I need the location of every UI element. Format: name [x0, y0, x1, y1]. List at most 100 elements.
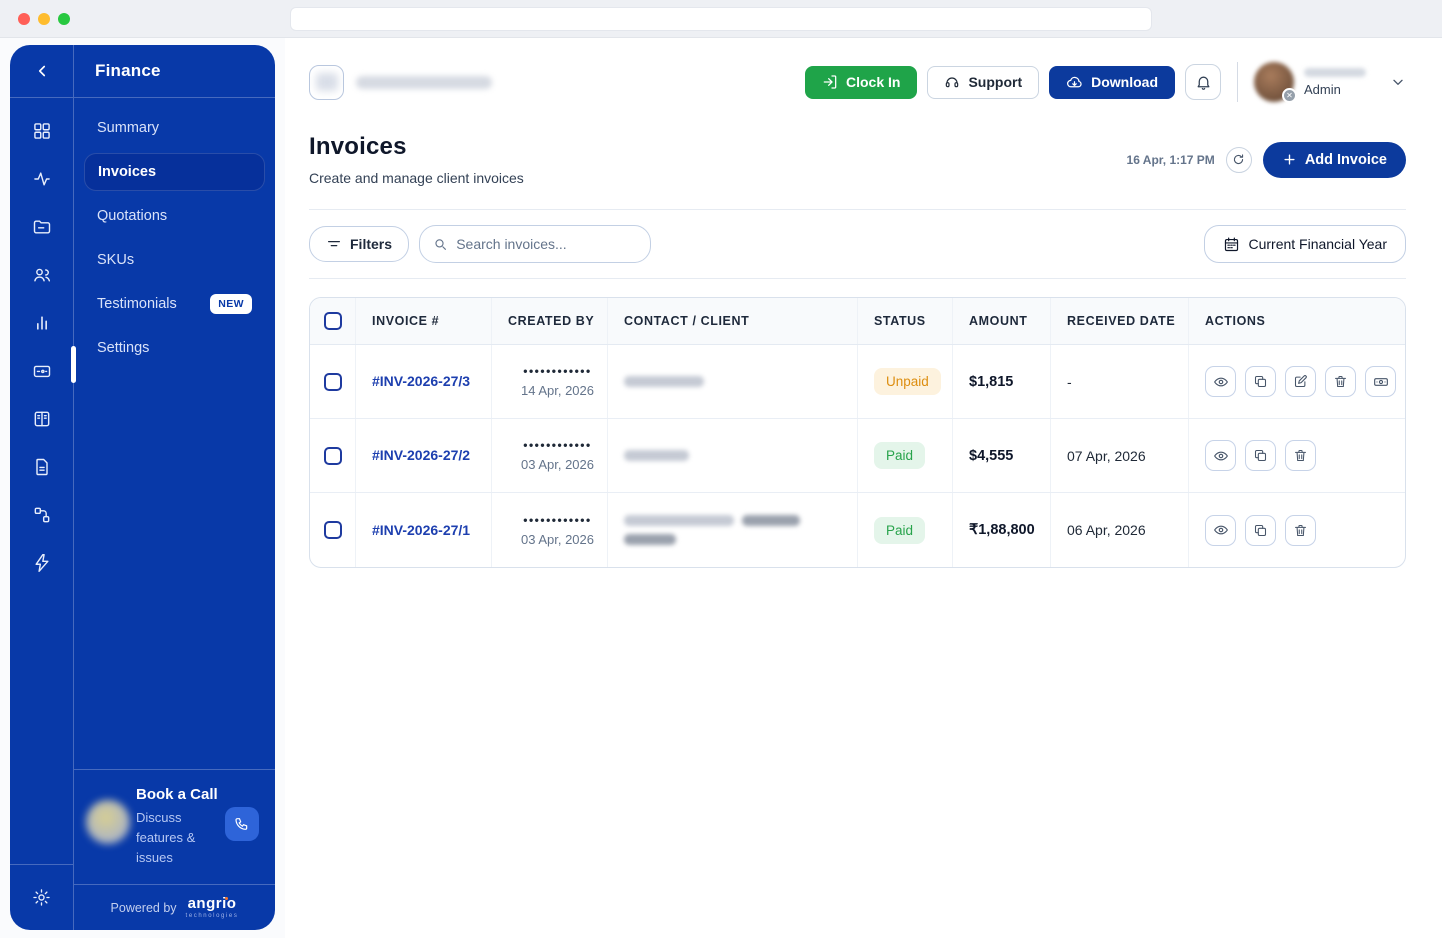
company-logo [309, 64, 344, 100]
sidebar-item-invoices[interactable]: Invoices [84, 153, 265, 191]
copy-icon [1254, 524, 1267, 536]
powered-by: Powered by angrio technologies [74, 884, 275, 930]
phone-call-button[interactable] [225, 806, 259, 841]
view-button[interactable] [1205, 366, 1236, 397]
activity-icon[interactable] [10, 155, 73, 203]
book-call-title: Book a Call [136, 785, 218, 803]
search-invoices[interactable] [419, 225, 652, 263]
sidebar-item-settings[interactable]: Settings [97, 340, 150, 356]
invoice-number-link[interactable]: #INV-2026-27/3 [372, 373, 471, 390]
duplicate-button[interactable] [1245, 514, 1276, 546]
row-checkbox[interactable] [323, 521, 342, 539]
angrio-logo: angrio technologies [185, 895, 239, 919]
delete-button[interactable] [1325, 366, 1356, 397]
collapse-sidebar-button[interactable] [33, 62, 51, 80]
clock-in-button[interactable]: Clock In [804, 65, 918, 99]
close-window-button[interactable] [18, 13, 30, 25]
row-checkbox[interactable] [323, 372, 342, 391]
created-by-masked: •••••••••••• [523, 512, 592, 527]
rail-active-indicator [71, 346, 76, 383]
select-all-checkbox[interactable] [323, 312, 342, 330]
traffic-lights [18, 13, 70, 25]
sidebar-menu: Finance Summary Invoices Quotations SKUs… [74, 45, 275, 930]
search-icon [435, 239, 446, 250]
financial-year-selector[interactable]: Current Financial Year [1204, 225, 1406, 263]
sidebar-item-testimonials[interactable]: Testimonials NEW [84, 285, 265, 323]
trash-icon [1294, 449, 1307, 462]
sidebar-item-skus[interactable]: SKUs [97, 252, 135, 268]
trash-icon [1334, 375, 1347, 388]
filters-button[interactable]: Filters [309, 226, 410, 262]
address-bar[interactable] [290, 7, 1152, 31]
user-name-redacted [1304, 67, 1366, 77]
row-checkbox[interactable] [323, 446, 342, 465]
user-menu[interactable]: ✕ Admin [1254, 62, 1406, 103]
trash-icon [1294, 524, 1307, 536]
plus-icon [1284, 154, 1295, 165]
view-button[interactable] [1205, 514, 1236, 546]
eye-icon [1213, 451, 1228, 460]
document-icon[interactable] [10, 443, 73, 491]
bar-chart-icon[interactable] [10, 299, 73, 347]
download-button[interactable]: Download [1049, 65, 1175, 99]
payments-card-icon[interactable] [10, 347, 73, 395]
record-payment-button[interactable] [1365, 366, 1396, 397]
dashboard-grid-icon[interactable] [10, 107, 73, 155]
sidebar-item-summary[interactable]: Summary [97, 120, 160, 136]
invoice-number-link[interactable]: #INV-2026-27/2 [372, 447, 471, 464]
book-call-subtitle: Discuss features & issues [136, 809, 196, 865]
workflow-icon[interactable] [10, 491, 73, 539]
maximize-window-button[interactable] [58, 13, 70, 25]
col-contact-client: CONTACT / CLIENT [608, 298, 858, 344]
delete-button[interactable] [1285, 440, 1316, 471]
page-subtitle: Create and manage client invoices [309, 170, 524, 186]
sidebar-title: Finance [74, 45, 275, 98]
refresh-icon [1234, 154, 1244, 165]
kanban-icon[interactable] [10, 395, 73, 443]
minimize-window-button[interactable] [38, 13, 50, 25]
duplicate-button[interactable] [1245, 440, 1276, 471]
add-invoice-button[interactable]: Add Invoice [1262, 141, 1406, 178]
sidebar-icon-rail [10, 45, 74, 930]
window-chrome [0, 0, 1442, 38]
eye-icon [1213, 525, 1228, 535]
chevron-down-icon[interactable] [1390, 74, 1406, 90]
view-button[interactable] [1205, 440, 1236, 471]
amount: $1,815 [969, 373, 1014, 390]
created-by-masked: •••••••••••• [523, 438, 592, 452]
received-date: 06 Apr, 2026 [1067, 522, 1146, 538]
table-row: #INV-2026-27/3 •••••••••••• 14 Apr, 2026… [310, 345, 1405, 419]
refresh-button[interactable] [1225, 146, 1252, 173]
notifications-button[interactable] [1185, 64, 1221, 100]
calendar-icon [1225, 237, 1239, 251]
search-input[interactable] [456, 236, 638, 252]
sidebar-item-quotations[interactable]: Quotations [97, 208, 168, 224]
divider [309, 278, 1406, 279]
support-button[interactable]: Support [927, 65, 1040, 99]
edit-button[interactable] [1285, 366, 1316, 397]
users-icon[interactable] [10, 251, 73, 299]
banknote-icon [1373, 377, 1388, 386]
eye-icon [1213, 377, 1228, 386]
cloud-download-icon [1067, 76, 1082, 87]
login-icon [823, 75, 837, 89]
delete-button[interactable] [1285, 514, 1316, 546]
col-received-date: RECEIVED DATE [1051, 298, 1189, 344]
invoice-number-link[interactable]: #INV-2026-27/1 [372, 521, 471, 538]
table-row: #INV-2026-27/1 •••••••••••• 03 Apr, 2026… [310, 493, 1405, 567]
page-header: Invoices Create and manage client invoic… [309, 133, 1406, 186]
status-badge: Paid [874, 442, 926, 469]
status-x-badge: ✕ [1282, 88, 1297, 103]
gear-icon[interactable] [32, 888, 51, 907]
col-amount: AMOUNT [953, 298, 1051, 344]
duplicate-button[interactable] [1245, 366, 1276, 397]
copy-icon [1254, 375, 1267, 388]
folder-icon[interactable] [10, 203, 73, 251]
table-row: #INV-2026-27/2 •••••••••••• 03 Apr, 2026… [310, 419, 1405, 493]
col-status: STATUS [858, 298, 953, 344]
filter-icon [328, 241, 340, 247]
lightning-icon[interactable] [10, 539, 73, 587]
bell-icon [1197, 76, 1209, 90]
status-badge: Unpaid [874, 368, 941, 395]
top-bar: Clock In Support Download ✕ [309, 62, 1406, 103]
